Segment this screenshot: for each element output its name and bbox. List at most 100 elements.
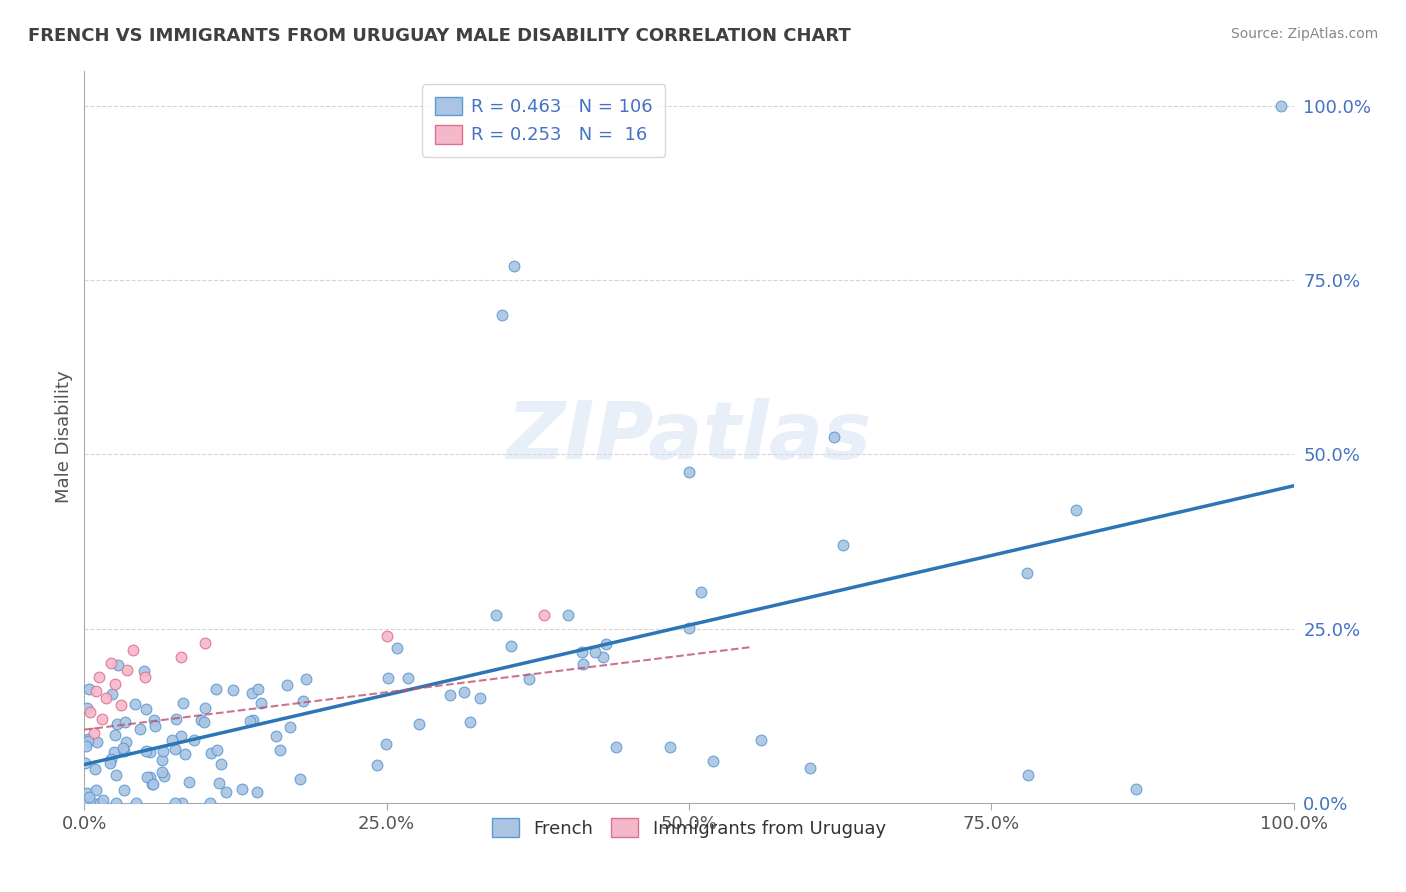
Point (276, 678, 298, 692)
Point (288, 772, 311, 786)
Point (678, 465, 700, 479)
Point (702, 754, 724, 768)
Point (174, 747, 197, 761)
Point (75, 739, 97, 753)
Point (91, 792, 114, 806)
Point (242, 713, 264, 727)
Point (152, 744, 174, 758)
Point (205, 742, 228, 756)
Point (678, 621, 700, 635)
Point (132, 664, 155, 678)
Point (170, 729, 193, 743)
Point (142, 777, 165, 791)
Point (595, 637, 617, 651)
Point (571, 645, 593, 659)
Point (278, 720, 301, 734)
Point (1015, 566, 1038, 580)
Point (439, 688, 461, 702)
Point (105, 717, 128, 731)
Point (659, 740, 682, 755)
Point (385, 641, 408, 656)
Point (114, 715, 136, 730)
Point (77, 734, 100, 748)
Point (103, 746, 125, 760)
Point (163, 742, 186, 756)
Point (152, 765, 174, 780)
Point (799, 761, 821, 775)
Point (1270, 99, 1292, 113)
Point (194, 635, 217, 649)
Point (129, 722, 152, 736)
Point (231, 782, 253, 797)
Point (111, 740, 134, 755)
Point (689, 585, 711, 599)
Point (1125, 781, 1147, 796)
Point (249, 697, 271, 711)
Point (458, 715, 481, 730)
Point (583, 645, 606, 659)
Point (100, 657, 122, 671)
Point (502, 260, 524, 274)
Point (86, 734, 108, 748)
Point (76, 786, 98, 800)
Point (183, 733, 205, 747)
Point (83, 763, 105, 777)
Point (135, 702, 157, 716)
Point (295, 672, 318, 686)
Point (264, 729, 287, 743)
Point (112, 744, 135, 758)
Point (79, 681, 101, 696)
Point (823, 430, 845, 444)
Point (125, 796, 148, 810)
Point (87, 670, 110, 684)
Point (517, 672, 540, 686)
Text: Source: ZipAtlas.com: Source: ZipAtlas.com (1230, 27, 1378, 41)
Point (605, 740, 627, 755)
Point (491, 308, 513, 322)
Point (557, 607, 579, 622)
Point (150, 753, 173, 767)
Point (571, 657, 593, 672)
Text: ZIPatlas: ZIPatlas (506, 398, 872, 476)
Point (110, 698, 132, 713)
Point (135, 744, 157, 758)
Legend: French, Immigrants from Uruguay: French, Immigrants from Uruguay (485, 811, 893, 845)
Y-axis label: Male Disability: Male Disability (55, 371, 73, 503)
Point (831, 538, 853, 552)
Point (499, 639, 522, 653)
Point (408, 717, 430, 731)
Point (141, 776, 163, 790)
Point (179, 774, 201, 789)
Point (160, 733, 183, 747)
Point (204, 682, 226, 697)
Point (453, 685, 475, 699)
Point (170, 649, 193, 664)
Point (165, 713, 187, 727)
Point (143, 713, 166, 727)
Point (121, 642, 143, 657)
Point (124, 697, 146, 711)
Point (82, 796, 104, 810)
Point (1017, 768, 1039, 782)
Point (77, 732, 100, 747)
Point (90, 796, 112, 810)
Point (209, 756, 232, 771)
Point (153, 769, 176, 783)
Point (751, 733, 773, 747)
Point (374, 737, 396, 751)
Point (89, 796, 111, 810)
Point (100, 752, 122, 766)
Point (170, 796, 193, 810)
Point (240, 686, 263, 700)
Point (115, 735, 138, 749)
Point (143, 719, 166, 733)
Point (105, 796, 128, 810)
Point (79, 705, 101, 719)
Point (104, 677, 127, 691)
Point (245, 784, 267, 798)
Point (107, 658, 129, 673)
Point (73, 756, 96, 770)
Point (198, 796, 221, 810)
Point (134, 670, 156, 684)
Point (246, 681, 269, 696)
